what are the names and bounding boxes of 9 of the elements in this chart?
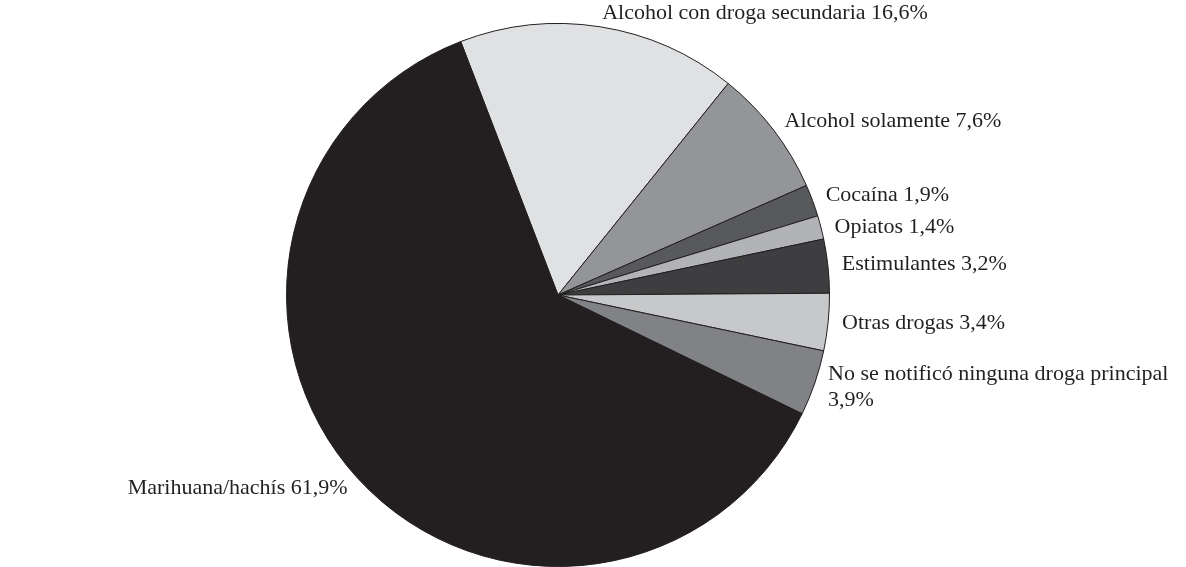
slice-label: Alcohol con droga secundaria 16,6% [602, 0, 928, 24]
slice-label: Marihuana/hachís 61,9% [127, 473, 348, 499]
data-label: 3,9% [828, 386, 874, 412]
slice-label: Estimulantes 3,2% [841, 250, 1007, 276]
slice-label: Alcohol solamente 7,6% [784, 107, 1002, 133]
slice-label: Cocaína 1,9% [825, 181, 950, 207]
slice-label: No se notificó ninguna droga principal [828, 360, 1169, 386]
slice-label: Opiatos 1,4% [834, 213, 955, 239]
slice-label: Otras drogas 3,4% [842, 309, 1006, 335]
